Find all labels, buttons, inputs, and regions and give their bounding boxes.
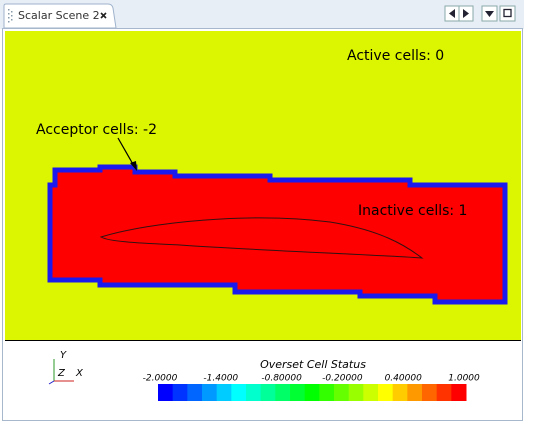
colorbar-swatch	[172, 384, 188, 401]
tab-close[interactable]	[100, 12, 107, 19]
z-axis-line	[48, 380, 55, 385]
colorbar-swatch	[407, 384, 423, 401]
triad-label: Y	[60, 350, 67, 361]
colorbar-swatch	[451, 384, 467, 401]
triad-label: X	[75, 368, 84, 379]
axis-triad: Y Z X	[48, 350, 84, 385]
colorbar-label: 1.0000	[448, 374, 480, 384]
colorbar-swatch	[348, 384, 364, 401]
maximize-button[interactable]	[499, 5, 516, 22]
colorbar-swatch	[260, 384, 276, 401]
colorbar-label: -2.0000	[143, 374, 178, 384]
down-arrow	[485, 11, 494, 17]
right-arrow	[463, 9, 469, 18]
colorbar-swatch	[304, 384, 320, 401]
colorbar-swatch	[319, 384, 335, 401]
leader-arrow	[130, 161, 137, 171]
colorbar-label: -0.80000	[261, 374, 302, 384]
maximize-icon	[503, 8, 512, 18]
colorbar-swatch	[363, 384, 379, 401]
colorbar-swatch	[158, 384, 174, 401]
colorbar-swatch	[392, 384, 408, 401]
colorbar-swatch	[246, 384, 262, 401]
colorbar-swatch	[422, 384, 438, 401]
inactive-region	[47, 164, 508, 305]
colorbar-swatch	[202, 384, 218, 401]
tab[interactable]: Scalar Scene 2	[3, 3, 117, 29]
colorbar-label: 0.40000	[385, 374, 422, 384]
tab-title: Scalar Scene 2	[18, 9, 100, 22]
colorbar: -2.0000 -1.4000 -0.80000 -0.20000 0.40000 1.0…	[143, 374, 480, 401]
annotation: Inactive cells: 1	[358, 203, 467, 219]
annotation: Active cells: 0	[347, 48, 444, 64]
annotation: Acceptor cells: -2	[36, 122, 157, 138]
colorbar-swatch	[334, 384, 350, 401]
colorbar-swatch	[275, 384, 291, 401]
colorbar-swatch	[216, 384, 232, 401]
colorbar-swatch	[290, 384, 306, 401]
triad-label: Z	[57, 368, 66, 379]
colorbar-swatch	[378, 384, 394, 401]
tab-grip	[8, 9, 13, 23]
colorbar-label: -1.4000	[203, 374, 238, 384]
colorbar-swatch	[436, 384, 452, 401]
colorbar-title: Overset Cell Status	[260, 358, 366, 371]
tab-shape	[3, 3, 117, 29]
colorbar-swatch	[187, 384, 203, 401]
left-arrow	[449, 9, 455, 18]
colorbar-label: -0.20000	[322, 374, 363, 384]
colorbar-swatch	[231, 384, 247, 401]
leader-line	[117, 137, 135, 167]
airfoil-outline	[99, 217, 424, 259]
window-buttons	[444, 5, 516, 22]
